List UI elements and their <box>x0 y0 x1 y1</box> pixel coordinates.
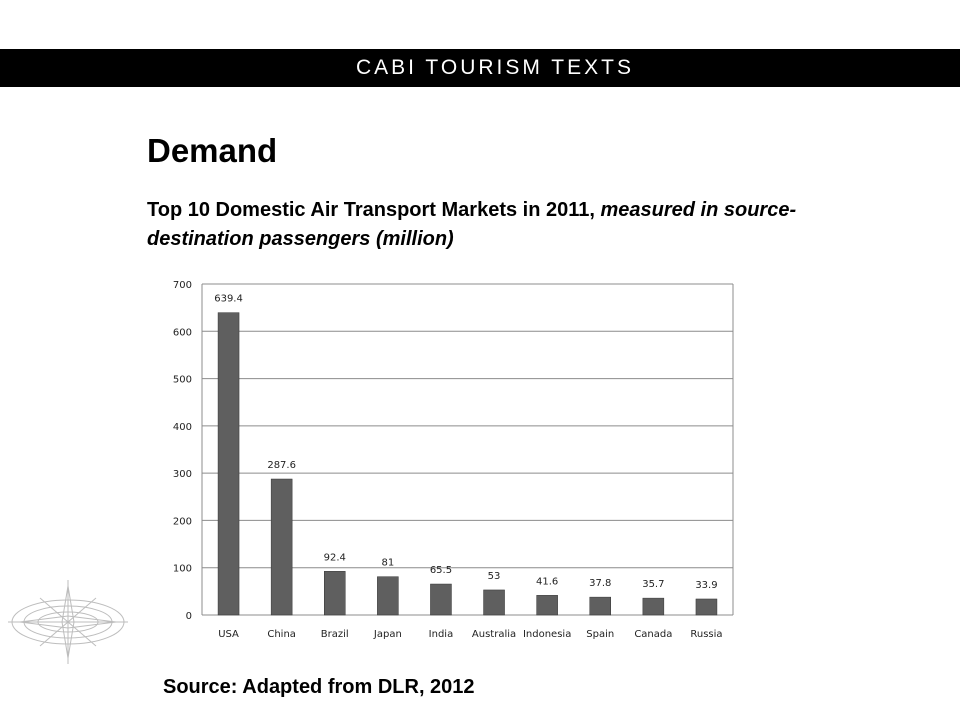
bar <box>430 583 452 616</box>
bar <box>589 596 611 616</box>
bar <box>483 589 505 616</box>
bar <box>270 478 293 616</box>
x-tick-label: Canada <box>634 629 672 640</box>
subtitle-main-text: Top 10 Domestic Air Transport Markets in… <box>147 199 595 221</box>
compass-rose-icon <box>8 580 128 664</box>
banner-title: CABI TOURISM TEXTS <box>355 56 634 79</box>
x-tick-label: India <box>429 629 454 640</box>
bar <box>695 598 718 616</box>
chart-subtitle: Top 10 Domestic Air Transport Markets in… <box>147 196 867 254</box>
data-label: 65.5 <box>430 565 452 576</box>
subtitle-italic-text: measured in source-destination passenger… <box>147 199 797 250</box>
bar <box>536 595 558 616</box>
header-banner: CABI TOURISM TEXTS <box>0 49 960 87</box>
x-tick-label: USA <box>218 629 239 640</box>
bar <box>217 312 240 616</box>
y-tick-label: 600 <box>173 327 192 338</box>
data-label: 33.9 <box>695 580 717 591</box>
data-label: 81 <box>381 558 394 569</box>
source-note: Source: Adapted from DLR, 2012 <box>163 676 475 698</box>
slide-heading: Demand <box>147 132 278 169</box>
data-label: 287.6 <box>267 460 296 471</box>
x-tick-label: China <box>267 629 296 640</box>
data-label: 92.4 <box>324 552 346 563</box>
x-tick-label: Australia <box>472 629 516 640</box>
y-tick-label: 200 <box>173 516 192 527</box>
bar <box>324 571 346 616</box>
y-tick-label: 700 <box>173 280 192 291</box>
x-tick-label: Japan <box>373 629 402 640</box>
y-tick-label: 400 <box>173 422 192 433</box>
data-label: 53 <box>488 571 501 582</box>
y-tick-label: 500 <box>173 375 192 386</box>
y-tick-label: 300 <box>173 469 192 480</box>
x-tick-label: Russia <box>690 629 722 640</box>
y-tick-label: 100 <box>173 564 192 575</box>
data-label: 35.7 <box>642 579 664 590</box>
x-tick-label: Indonesia <box>523 629 571 640</box>
data-label: 639.4 <box>214 294 243 305</box>
x-tick-label: Spain <box>586 629 614 640</box>
data-label: 41.6 <box>536 576 558 587</box>
x-tick-label: Brazil <box>321 629 349 640</box>
data-label: 37.8 <box>589 578 611 589</box>
bar <box>377 576 399 616</box>
y-tick-label: 0 <box>186 611 192 622</box>
bar <box>642 597 665 616</box>
